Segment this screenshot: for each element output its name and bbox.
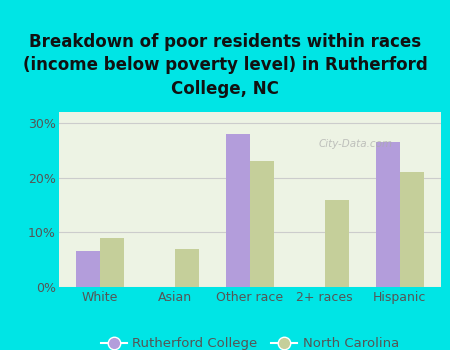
Bar [175,249,199,287]
Legend: Rutherford College, North Carolina: Rutherford College, North Carolina [95,332,404,350]
Bar [400,172,424,287]
Bar [376,142,400,287]
Bar [100,238,124,287]
Text: City-Data.com: City-Data.com [319,139,393,149]
Bar [250,161,274,287]
Text: Breakdown of poor residents within races
(income below poverty level) in Rutherf: Breakdown of poor residents within races… [22,33,427,98]
Bar [325,199,349,287]
Bar [226,134,250,287]
Bar [76,251,100,287]
